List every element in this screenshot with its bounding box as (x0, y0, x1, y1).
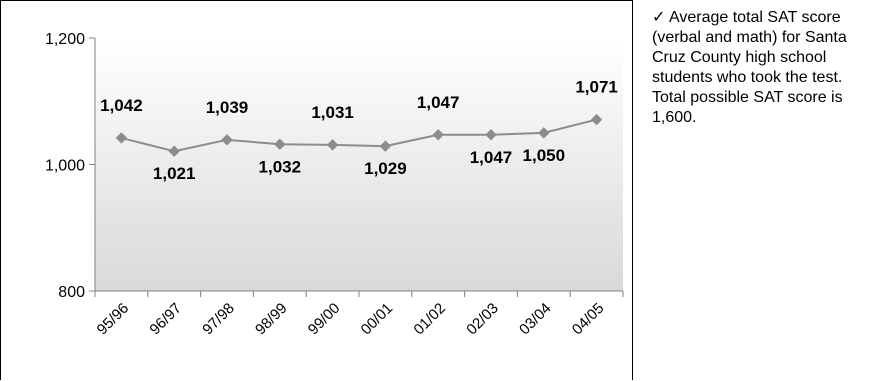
series-line (115, 113, 603, 157)
data-point-marker (115, 132, 128, 144)
y-tick-label: 1,000 (45, 158, 85, 175)
data-label: 1,071 (575, 78, 618, 97)
chart-caption: ✓ Average total SAT score (verbal and ma… (652, 8, 878, 128)
data-label: 1,050 (523, 146, 566, 165)
x-tick-label: 01/02 (410, 300, 449, 339)
x-tick-label: 98/99 (252, 300, 291, 339)
x-tick-label: 04/05 (569, 300, 608, 339)
chart-frame: 800 1,000 1,200 95/96 96/97 97/98 98/99 99/00 00… (0, 0, 633, 380)
x-tick-label: 95/96 (94, 300, 133, 339)
data-label: 1,032 (259, 157, 302, 176)
data-label: 1,047 (417, 93, 460, 112)
data-label: 1,039 (206, 98, 249, 117)
data-point-marker (221, 134, 233, 146)
data-point-marker (485, 129, 497, 141)
data-labels: 1,042 1,021 1,039 1,032 1,031 1,029 1,047 1,047… (100, 78, 618, 184)
data-label: 1,029 (364, 159, 407, 178)
data-point-marker (168, 145, 180, 157)
x-tick-label: 99/00 (305, 300, 344, 339)
x-tick-label: 00/01 (358, 300, 397, 339)
x-tick-label: 96/97 (146, 300, 185, 339)
x-tick-label: 97/98 (199, 300, 238, 339)
data-point-marker (590, 113, 603, 126)
data-label: 1,042 (100, 96, 143, 115)
data-label: 1,047 (470, 148, 513, 167)
y-tick-label: 800 (58, 284, 85, 301)
y-tick-label: 1,200 (45, 31, 85, 48)
series-polyline (121, 118, 597, 153)
data-label: 1,021 (153, 164, 196, 183)
data-point-marker (274, 138, 286, 150)
x-tick-label: 03/04 (516, 300, 555, 339)
plot-area (95, 38, 623, 291)
sat-score-chart: 800 1,000 1,200 95/96 96/97 97/98 98/99 99/00 00… (45, 31, 624, 339)
caption-description: ✓ Average total SAT score (verbal and ma… (652, 9, 847, 86)
caption-note: Total possible SAT score is 1,600. (652, 89, 843, 126)
data-point-marker (538, 127, 550, 139)
data-label: 1,031 (311, 103, 354, 122)
x-tick-label: 02/03 (463, 300, 502, 339)
data-point-marker (432, 129, 444, 141)
data-point-marker (326, 139, 339, 151)
data-point-marker (379, 140, 392, 152)
